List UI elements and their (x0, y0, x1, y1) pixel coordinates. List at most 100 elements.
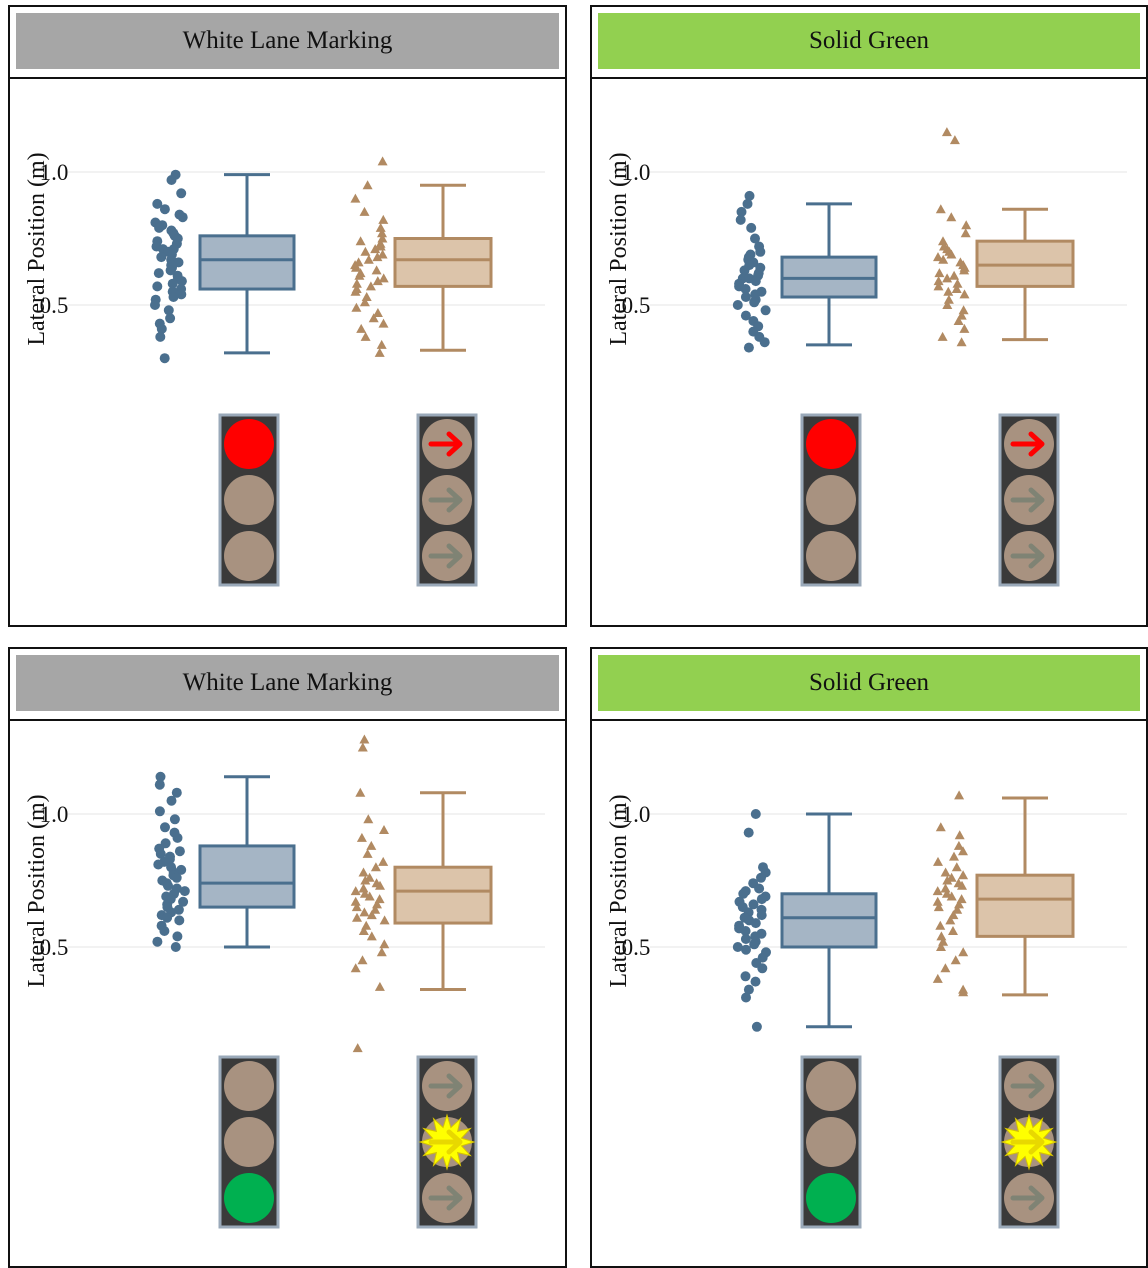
data-point (956, 337, 967, 347)
data-point (756, 872, 766, 883)
data-point (954, 830, 965, 840)
traffic-signal-icon (218, 413, 280, 587)
data-point (356, 832, 367, 842)
data-point (172, 931, 183, 942)
data-point (169, 814, 180, 825)
data-point (156, 252, 167, 263)
data-point (736, 206, 747, 217)
data-point (938, 236, 948, 246)
data-point (949, 270, 960, 280)
data-point (943, 286, 954, 296)
traffic-signal-icon (218, 1055, 280, 1229)
data-point (740, 926, 751, 936)
box-iqr (393, 237, 493, 288)
data-point (949, 135, 960, 145)
unlit-arrow-icon (1010, 487, 1045, 513)
data-point (356, 323, 367, 333)
data-point (952, 904, 963, 914)
y-axis-label: Lateral Position (m) (606, 152, 632, 345)
y-tick-label: 0.5 (622, 935, 651, 960)
data-point (163, 880, 173, 891)
data-point (945, 915, 956, 925)
signal-lamp (806, 419, 856, 469)
data-point (749, 939, 760, 950)
panel-header-frame: Solid Green (592, 7, 1146, 79)
data-point (751, 1021, 762, 1032)
data-point (163, 305, 174, 316)
chart-panel-top-left: White Lane Marking 0.5 1.0 Lateral Positio… (8, 5, 567, 627)
data-point (750, 276, 761, 287)
data-point (176, 289, 187, 300)
data-point (165, 265, 176, 276)
data-point (174, 846, 185, 857)
signal-lamp (224, 419, 274, 469)
data-point (936, 942, 946, 951)
red-arrow-icon (428, 431, 463, 457)
data-point (365, 281, 376, 291)
y-tick-label: 1.0 (622, 160, 651, 185)
red-arrow-icon (1010, 431, 1045, 457)
data-point (153, 859, 164, 870)
data-point (749, 297, 760, 308)
data-point (946, 212, 957, 222)
data-point (377, 249, 388, 259)
data-point (958, 846, 968, 856)
data-point (358, 883, 369, 893)
data-point (949, 851, 959, 861)
data-point (378, 273, 389, 283)
data-point (351, 262, 361, 272)
data-point (350, 896, 361, 906)
box-iqr (198, 844, 296, 909)
data-point (950, 955, 961, 965)
data-point (933, 276, 944, 286)
data-point (933, 902, 944, 912)
data-point (743, 827, 754, 838)
data-point (377, 228, 387, 238)
yellow-arrow-icon (1010, 1129, 1045, 1155)
data-point (350, 886, 361, 896)
signal-lamp (224, 1061, 274, 1111)
data-point (932, 973, 943, 983)
data-point (361, 292, 372, 301)
unlit-arrow-icon (1010, 1073, 1045, 1099)
data-point (946, 249, 957, 259)
yellow-arrow-icon (428, 1129, 463, 1155)
data-point (159, 926, 170, 936)
data-point (155, 331, 166, 342)
data-point (154, 779, 165, 790)
panel-header: White Lane Marking (16, 655, 559, 711)
data-point (732, 300, 743, 310)
data-point (372, 252, 383, 262)
data-point (933, 856, 943, 866)
y-tick-label: 0.5 (40, 935, 69, 960)
chart-panel-bottom-right: Solid Green 0.5 1.0 Lateral Position (m) (590, 647, 1148, 1268)
data-point (374, 981, 385, 991)
data-point (155, 848, 166, 859)
data-point (172, 832, 183, 843)
data-point (935, 920, 946, 930)
data-point (940, 883, 951, 893)
unlit-arrow-icon (428, 1073, 463, 1099)
data-point (159, 204, 170, 215)
data-point (958, 305, 969, 315)
data-point (362, 180, 373, 190)
data-point (958, 870, 969, 880)
data-point (370, 904, 381, 914)
data-point (351, 278, 362, 288)
data-point (958, 947, 969, 957)
data-point (378, 214, 389, 224)
traffic-signal-icon (800, 1055, 862, 1229)
data-point (743, 984, 754, 995)
data-point (940, 867, 951, 877)
data-point (735, 214, 746, 225)
data-point (744, 190, 755, 201)
data-point (379, 825, 389, 834)
data-point (754, 883, 765, 894)
data-point (376, 339, 387, 349)
data-point (368, 313, 379, 323)
data-point (156, 323, 167, 334)
panel-header-frame: White Lane Marking (10, 649, 565, 721)
signal-lamp (806, 1117, 856, 1167)
